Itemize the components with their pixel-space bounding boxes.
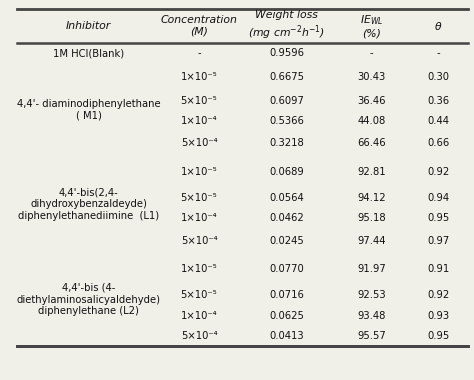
Text: 0.92: 0.92 <box>427 290 449 300</box>
Text: 1×10⁻⁵: 1×10⁻⁵ <box>181 264 218 274</box>
Text: 92.81: 92.81 <box>357 167 386 177</box>
Text: 5×10⁻⁵: 5×10⁻⁵ <box>181 193 218 203</box>
Text: 4,4'- diaminodiphenylethane
( M1): 4,4'- diaminodiphenylethane ( M1) <box>17 99 161 120</box>
Text: 95.57: 95.57 <box>357 331 386 341</box>
Text: 1M HCl(Blank): 1M HCl(Blank) <box>53 48 124 58</box>
Text: Weight loss
(mg cm$^{-2}$h$^{-1}$): Weight loss (mg cm$^{-2}$h$^{-1}$) <box>248 10 325 41</box>
Text: 92.53: 92.53 <box>357 290 386 300</box>
Text: 0.6097: 0.6097 <box>269 96 304 106</box>
Text: 5×10⁻⁴: 5×10⁻⁴ <box>181 331 217 341</box>
Text: $IE_{WL}$
(%): $IE_{WL}$ (%) <box>360 13 383 39</box>
Text: 4,4'-bis (4-
diethylaminosalicyaldehyde)
diphenylethane (L2): 4,4'-bis (4- diethylaminosalicyaldehyde)… <box>17 283 161 316</box>
Text: 0.6675: 0.6675 <box>269 72 304 82</box>
Text: 0.0245: 0.0245 <box>269 236 304 246</box>
Text: Inhibitor: Inhibitor <box>66 21 111 31</box>
Text: 44.08: 44.08 <box>357 116 385 126</box>
Text: 94.12: 94.12 <box>357 193 386 203</box>
Text: 0.5366: 0.5366 <box>269 116 304 126</box>
Text: -: - <box>370 48 373 58</box>
Text: 5×10⁻⁵: 5×10⁻⁵ <box>181 96 218 106</box>
Text: 0.0564: 0.0564 <box>269 193 304 203</box>
Text: 36.46: 36.46 <box>357 96 386 106</box>
Text: 0.66: 0.66 <box>427 138 449 149</box>
Text: 1×10⁻⁵: 1×10⁻⁵ <box>181 167 218 177</box>
Text: 5×10⁻⁴: 5×10⁻⁴ <box>181 236 217 246</box>
Text: 4,4'-bis(2,4-
dihydroxybenzaldeyde)
diphenylethanediimine  (L1): 4,4'-bis(2,4- dihydroxybenzaldeyde) diph… <box>18 188 159 221</box>
Text: Concentration
(M): Concentration (M) <box>161 15 237 37</box>
Text: 0.36: 0.36 <box>427 96 449 106</box>
Text: -: - <box>197 48 201 58</box>
Text: 0.0770: 0.0770 <box>269 264 304 274</box>
Text: 95.18: 95.18 <box>357 213 386 223</box>
Text: 91.97: 91.97 <box>357 264 386 274</box>
Text: 30.43: 30.43 <box>357 72 385 82</box>
Text: 66.46: 66.46 <box>357 138 386 149</box>
Text: 93.48: 93.48 <box>357 310 386 321</box>
Text: $\theta$: $\theta$ <box>434 20 442 32</box>
Text: 1×10⁻⁵: 1×10⁻⁵ <box>181 72 218 82</box>
Text: -: - <box>436 48 440 58</box>
Text: 0.91: 0.91 <box>427 264 449 274</box>
Text: 97.44: 97.44 <box>357 236 386 246</box>
Text: 0.0413: 0.0413 <box>269 331 304 341</box>
Text: 0.0689: 0.0689 <box>269 167 304 177</box>
Text: 0.30: 0.30 <box>427 72 449 82</box>
Text: 0.0716: 0.0716 <box>269 290 304 300</box>
Text: 1×10⁻⁴: 1×10⁻⁴ <box>181 116 217 126</box>
Text: 0.9596: 0.9596 <box>269 48 304 58</box>
Text: 0.95: 0.95 <box>427 331 449 341</box>
Text: 0.97: 0.97 <box>427 236 449 246</box>
Text: 0.44: 0.44 <box>427 116 449 126</box>
Text: 0.93: 0.93 <box>427 310 449 321</box>
Text: 0.3218: 0.3218 <box>269 138 304 149</box>
Text: 0.0462: 0.0462 <box>269 213 304 223</box>
Text: 0.92: 0.92 <box>427 167 449 177</box>
Text: 0.95: 0.95 <box>427 213 449 223</box>
Text: 1×10⁻⁴: 1×10⁻⁴ <box>181 310 217 321</box>
Text: 1×10⁻⁴: 1×10⁻⁴ <box>181 213 217 223</box>
Text: 0.94: 0.94 <box>427 193 449 203</box>
Text: 5×10⁻⁵: 5×10⁻⁵ <box>181 290 218 300</box>
Text: 5×10⁻⁴: 5×10⁻⁴ <box>181 138 217 149</box>
Text: 0.0625: 0.0625 <box>269 310 304 321</box>
